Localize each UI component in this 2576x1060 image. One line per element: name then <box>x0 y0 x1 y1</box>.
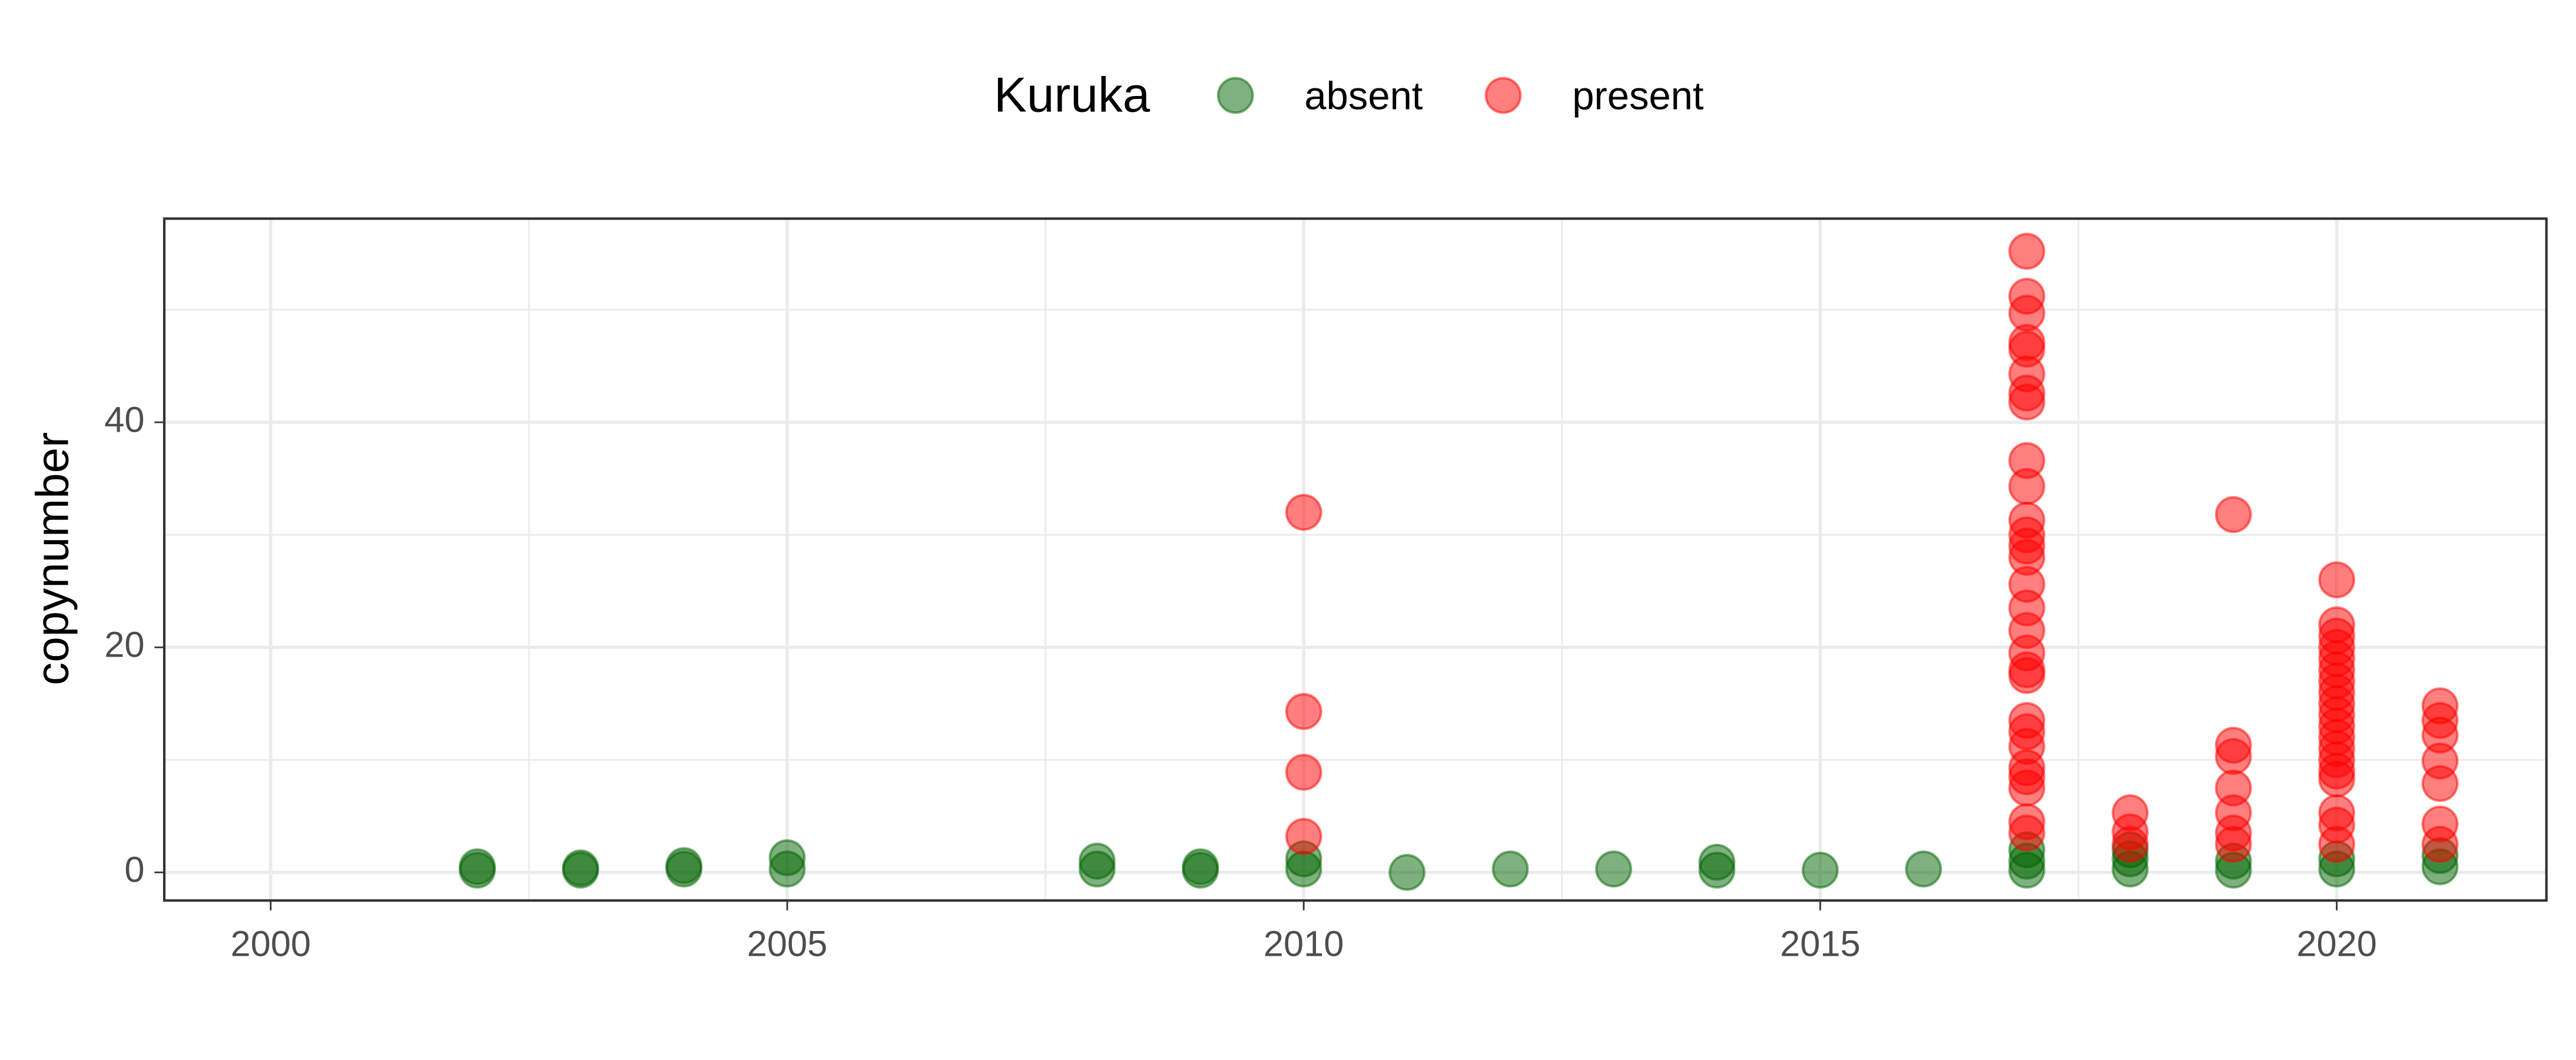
point <box>562 849 599 887</box>
point <box>2214 496 2252 534</box>
plot-border <box>163 217 2548 902</box>
point <box>1078 842 1116 880</box>
point <box>1182 848 1219 886</box>
y-tick-label: 20 <box>104 624 144 665</box>
point <box>2008 233 2045 270</box>
y-tick-label: 0 <box>124 850 144 890</box>
point <box>2008 383 2045 421</box>
point <box>2214 826 2252 863</box>
point <box>768 839 806 876</box>
point <box>1285 817 1322 855</box>
point <box>2008 468 2045 505</box>
point <box>1905 850 1942 888</box>
legend-title: Kuruka <box>994 67 1151 122</box>
point <box>2318 561 2356 599</box>
point <box>2111 826 2149 863</box>
point <box>1698 843 1736 881</box>
y-axis-title: copynumber <box>26 432 78 685</box>
legend-key <box>1216 77 1254 114</box>
x-tick-label: 2000 <box>230 924 311 965</box>
point <box>1285 753 1322 791</box>
point <box>1285 493 1322 531</box>
point <box>1802 852 1839 889</box>
point <box>2421 765 2459 802</box>
legend-key <box>1484 77 1522 114</box>
y-tick-label: 40 <box>104 399 144 440</box>
x-tick-label: 2015 <box>1780 924 1861 965</box>
point <box>2008 814 2045 852</box>
legend-label: present <box>1572 74 1704 118</box>
point <box>1491 850 1529 888</box>
point <box>1388 854 1426 891</box>
legend-label: absent <box>1304 74 1423 118</box>
point <box>2214 738 2252 775</box>
point <box>2421 826 2459 863</box>
x-tick-label: 2020 <box>2296 924 2377 965</box>
point <box>1285 693 1322 730</box>
point <box>459 848 496 886</box>
point <box>2318 760 2356 798</box>
point <box>1595 850 1632 888</box>
point <box>2008 769 2045 807</box>
x-tick-label: 2010 <box>1264 924 1344 965</box>
x-tick-label: 2005 <box>747 924 828 965</box>
point <box>2008 657 2045 694</box>
point <box>2318 826 2356 863</box>
point <box>665 847 702 885</box>
